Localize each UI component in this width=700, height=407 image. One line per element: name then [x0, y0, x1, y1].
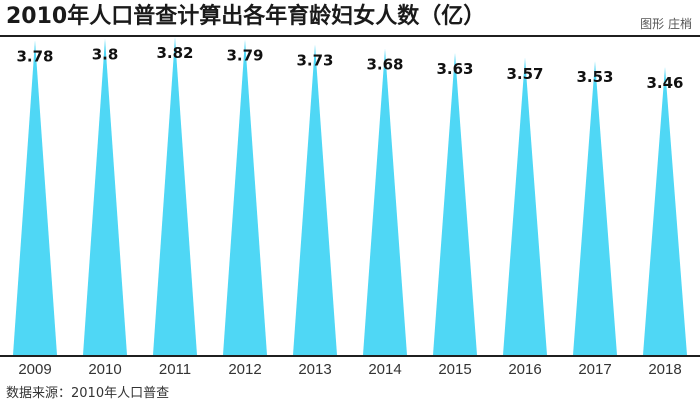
value-label-2017: 3.53	[576, 68, 613, 86]
x-tick-label-2012: 2012	[228, 361, 261, 377]
x-tick-label-2011: 2011	[159, 361, 191, 377]
value-label-2015: 3.63	[436, 60, 473, 78]
value-label-2018: 3.46	[646, 74, 683, 92]
bar-spike-2011	[153, 37, 197, 355]
value-label-2009: 3.78	[16, 47, 53, 65]
bar-spike-2009	[13, 40, 57, 356]
bar-spike-2013	[293, 44, 337, 355]
x-axis-baseline	[0, 355, 700, 357]
data-source: 数据来源：2010年人口普查	[6, 386, 170, 401]
value-label-2014: 3.68	[366, 56, 403, 74]
bar-spike-2015	[433, 52, 477, 356]
x-tick-label-2009: 2009	[18, 361, 51, 377]
x-tick-label-2014: 2014	[368, 361, 401, 377]
graphic-credit: 图形 庄梢	[640, 17, 692, 31]
value-label-2012: 3.79	[226, 46, 263, 64]
value-label-2016: 3.57	[506, 65, 543, 83]
bar-spike-2010	[83, 38, 127, 356]
value-label-2013: 3.73	[296, 51, 333, 69]
x-tick-label-2010: 2010	[88, 361, 121, 377]
bar-spike-2017	[573, 61, 617, 356]
x-tick-label-2013: 2013	[298, 361, 331, 377]
value-label-2010: 3.8	[92, 46, 119, 64]
x-tick-label-2016: 2016	[508, 361, 541, 377]
top-rule	[0, 35, 700, 37]
x-tick-label-2017: 2017	[578, 361, 611, 377]
bar-spike-2018	[643, 66, 687, 356]
value-label-2011: 3.82	[156, 44, 193, 62]
bar-spike-2012	[223, 39, 267, 356]
bar-spike-2014	[363, 48, 407, 355]
bar-spike-2016	[503, 57, 547, 355]
x-tick-label-2015: 2015	[438, 361, 471, 377]
spike-bar-chart: 3.78 2009 3.8 2010 3.82 2011 3.79 2012 3.73 2013 3…	[13, 37, 687, 377]
chart-title: 2010年人口普查计算出各年育龄妇女人数（亿）	[6, 4, 486, 29]
x-tick-label-2018: 2018	[648, 361, 681, 377]
